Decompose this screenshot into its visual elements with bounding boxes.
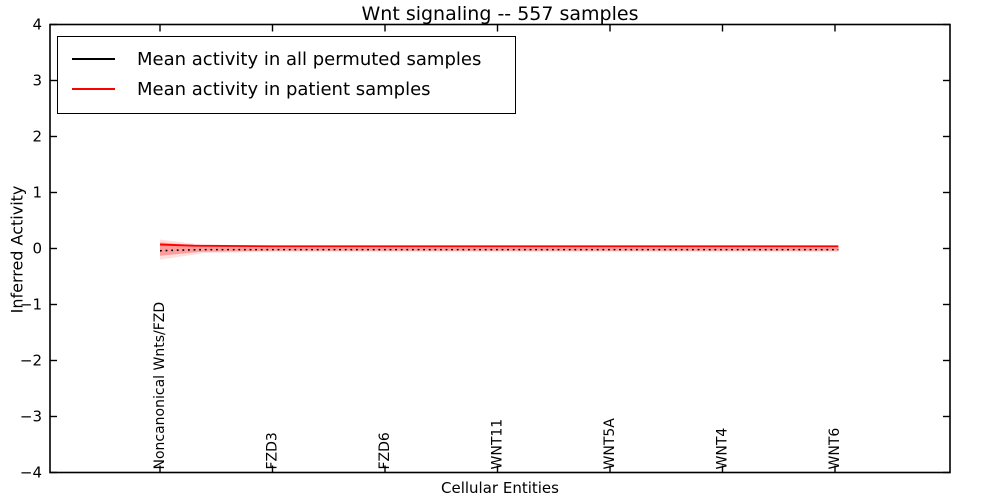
y-tick-label: 0 bbox=[32, 240, 42, 258]
x-tick-label: FZD6 bbox=[377, 432, 393, 469]
y-axis-label: Inferred Activity bbox=[7, 185, 27, 314]
y-tick-label: −2 bbox=[20, 352, 42, 370]
x-tick-label: WNT5A bbox=[602, 418, 618, 470]
series-line bbox=[159, 248, 839, 252]
y-tick-label: 3 bbox=[32, 72, 42, 90]
std-band-permuted-std-inner bbox=[160, 242, 839, 256]
legend-label: Mean activity in patient samples bbox=[137, 78, 431, 100]
legend-entry: Mean activity in patient samples bbox=[72, 74, 505, 104]
x-tick-label: FZD3 bbox=[265, 432, 281, 469]
x-tick-label: Noncanonical Wnts/FZD bbox=[152, 302, 168, 470]
legend-label: Mean activity in all permuted samples bbox=[137, 48, 482, 70]
x-tick-label: WNT6 bbox=[827, 428, 843, 470]
legend-line-swatch bbox=[72, 88, 115, 90]
y-tick-label: −1 bbox=[20, 296, 42, 314]
chart-title: Wnt signaling -- 557 samples bbox=[361, 3, 639, 25]
x-tick-label: WNT11 bbox=[490, 419, 506, 470]
std-band-permuted-std-outer bbox=[160, 239, 839, 260]
y-tick-label: 4 bbox=[32, 16, 42, 34]
y-tick-label: 1 bbox=[32, 184, 42, 202]
legend-line-swatch bbox=[72, 58, 115, 60]
legend-entry: Mean activity in all permuted samples bbox=[72, 44, 505, 74]
y-tick-label: −3 bbox=[20, 408, 42, 426]
x-tick-label: WNT4 bbox=[715, 428, 731, 470]
legend-box: Mean activity in all permuted samples Mea… bbox=[57, 36, 516, 114]
series-line bbox=[159, 243, 839, 248]
y-tick-label: −4 bbox=[20, 464, 42, 482]
y-tick-label: 2 bbox=[32, 128, 42, 146]
x-axis-label: Cellular Entities bbox=[441, 479, 559, 497]
